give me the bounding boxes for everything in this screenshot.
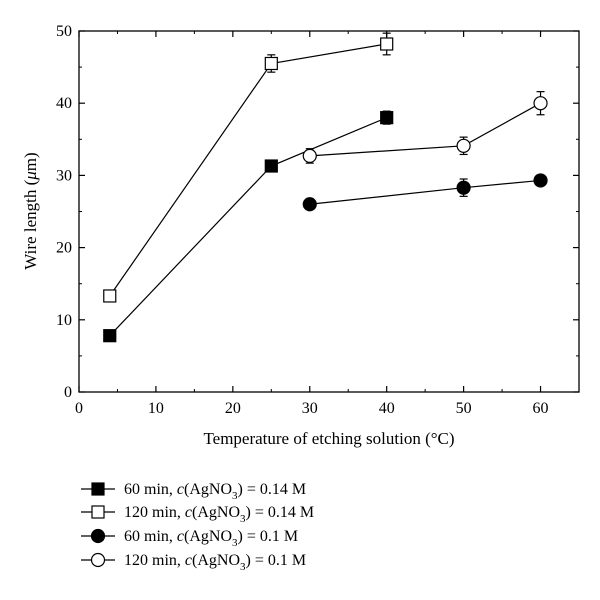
x-axis-title: Temperature of etching solution (°C) [203, 429, 454, 448]
legend-label-concentration: ) = 0.14 M [246, 504, 315, 521]
legend-label-c: c [177, 481, 184, 498]
legend-marker [91, 482, 105, 496]
data-point [533, 173, 548, 188]
legend-marker [90, 552, 106, 568]
legend-label: 60 min, c(AgNO3) = 0.14 M [124, 481, 306, 502]
y-tick-label: 20 [56, 240, 72, 257]
legend-label-c: c [185, 552, 192, 569]
data-point [456, 180, 471, 195]
data-point [533, 96, 548, 111]
legend-label: 120 min, c(AgNO3) = 0.1 M [124, 552, 306, 573]
y-axis-title-unit-mu: μ [21, 171, 40, 181]
x-tick-label: 60 [533, 400, 549, 417]
data-point [302, 148, 317, 164]
legend-label-concentration: ) = 0.14 M [238, 481, 307, 498]
legend-label-compound: (AgNO [192, 552, 240, 569]
data-point [302, 197, 317, 212]
x-tick-label: 30 [302, 400, 318, 417]
legend-entry-3: 60 min, c(AgNO3) = 0.1 M [81, 528, 298, 549]
x-tick-label: 40 [379, 400, 395, 417]
data-point [264, 159, 278, 173]
legend-label-compound: (AgNO [184, 528, 232, 545]
y-tick-label: 50 [56, 23, 72, 40]
plot-area [78, 30, 580, 393]
data-point [380, 111, 394, 125]
legend-label-concentration: ) = 0.1 M [246, 552, 307, 569]
legend-label-subscript: 3 [232, 490, 238, 502]
legend-entry-2: 120 min, c(AgNO3) = 0.14 M [81, 504, 314, 525]
series-2 [103, 32, 394, 303]
x-axis: 0 10 20 30 40 50 60 [75, 31, 549, 417]
legend-label-time: 60 min, [124, 528, 177, 545]
x-tick-label: 50 [456, 400, 472, 417]
series-line [309, 102, 541, 157]
series-layer [103, 32, 548, 343]
legend-label-time: 120 min, [124, 504, 185, 521]
legend-label-concentration: ) = 0.1 M [238, 528, 299, 545]
legend-label-subscript: 3 [240, 561, 246, 573]
legend-label-time: 60 min, [124, 481, 177, 498]
y-tick-label: 0 [64, 384, 72, 401]
data-point [264, 56, 278, 71]
y-tick-label: 10 [56, 312, 72, 329]
legend-label-c: c [177, 528, 184, 545]
y-axis-title-suffix: m) [21, 152, 40, 171]
legend-label-compound: (AgNO [192, 504, 240, 521]
y-axis: 0 10 20 30 40 50 [56, 23, 579, 401]
series-line [109, 117, 387, 337]
series-1 [103, 110, 394, 343]
legend-label-compound: (AgNO [184, 481, 232, 498]
legend-label-c: c [185, 504, 192, 521]
data-point [456, 138, 471, 153]
series-3 [302, 173, 548, 212]
legend-label-time: 120 min, [124, 552, 185, 569]
series-line [109, 43, 387, 297]
y-tick-label: 40 [56, 95, 72, 112]
data-point [103, 329, 117, 343]
data-point [103, 289, 117, 303]
legend-entry-1: 60 min, c(AgNO3) = 0.14 M [81, 481, 306, 502]
legend-label: 120 min, c(AgNO3) = 0.14 M [124, 504, 314, 525]
legend-label-subscript: 3 [240, 513, 246, 525]
legend-marker [91, 505, 105, 519]
legend-entry-4: 120 min, c(AgNO3) = 0.1 M [81, 552, 306, 573]
plot-border [78, 30, 580, 393]
y-axis-title: Wire length (μm) [21, 152, 40, 269]
x-tick-label: 10 [148, 400, 164, 417]
series-line [309, 179, 541, 205]
legend-marker [90, 528, 106, 544]
data-point [380, 37, 394, 51]
y-axis-title-prefix: Wire length ( [21, 179, 40, 269]
legend-label-subscript: 3 [232, 537, 238, 549]
legend-label: 60 min, c(AgNO3) = 0.1 M [124, 528, 298, 549]
x-tick-label: 20 [225, 400, 241, 417]
y-tick-label: 30 [56, 167, 72, 184]
x-tick-label: 0 [75, 400, 83, 417]
series-4 [302, 91, 548, 164]
